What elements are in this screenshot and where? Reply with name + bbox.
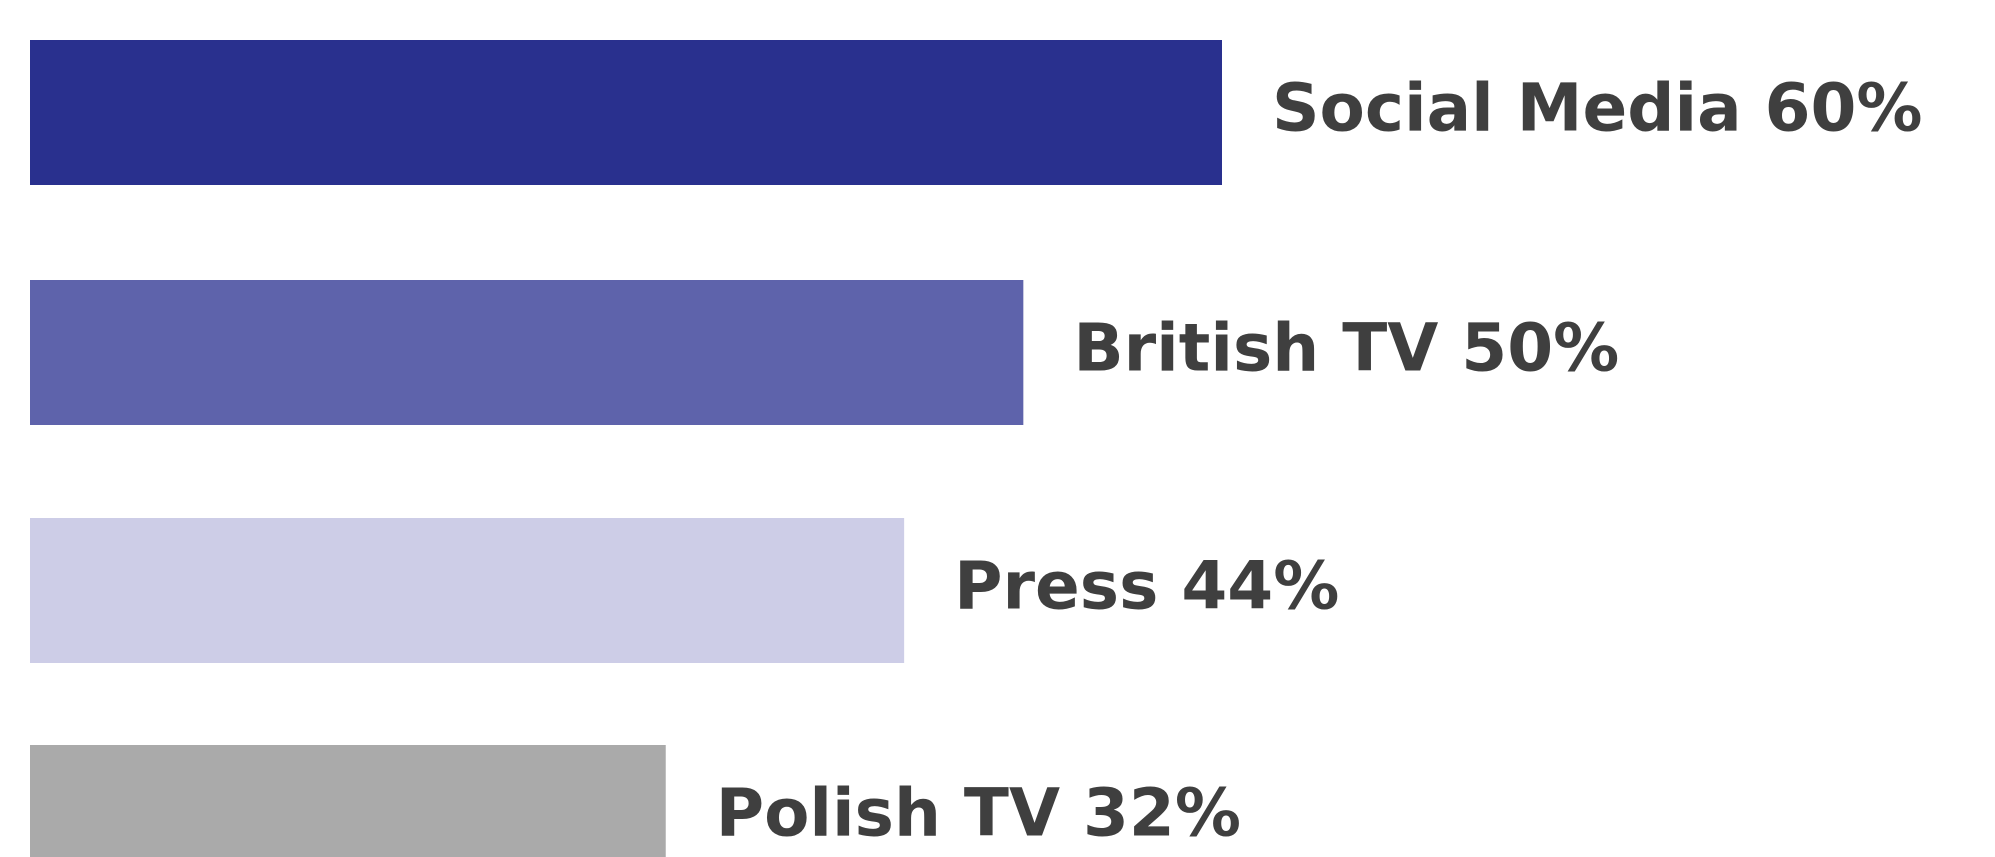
bar-british-tv	[30, 280, 1023, 425]
bar-label-press: Press 44%	[954, 548, 1339, 625]
bar-label-social-media: Social Media 60%	[1272, 70, 1923, 147]
bar-social-media	[30, 40, 1222, 185]
bar-polish-tv	[30, 745, 666, 857]
bar-label-british-tv: British TV 50%	[1073, 310, 1619, 387]
bar-press	[30, 518, 904, 663]
bars-group: Social Media 60% British TV 50% Press 44% P…	[30, 40, 1923, 857]
bar-label-polish-tv: Polish TV 32%	[716, 775, 1241, 852]
